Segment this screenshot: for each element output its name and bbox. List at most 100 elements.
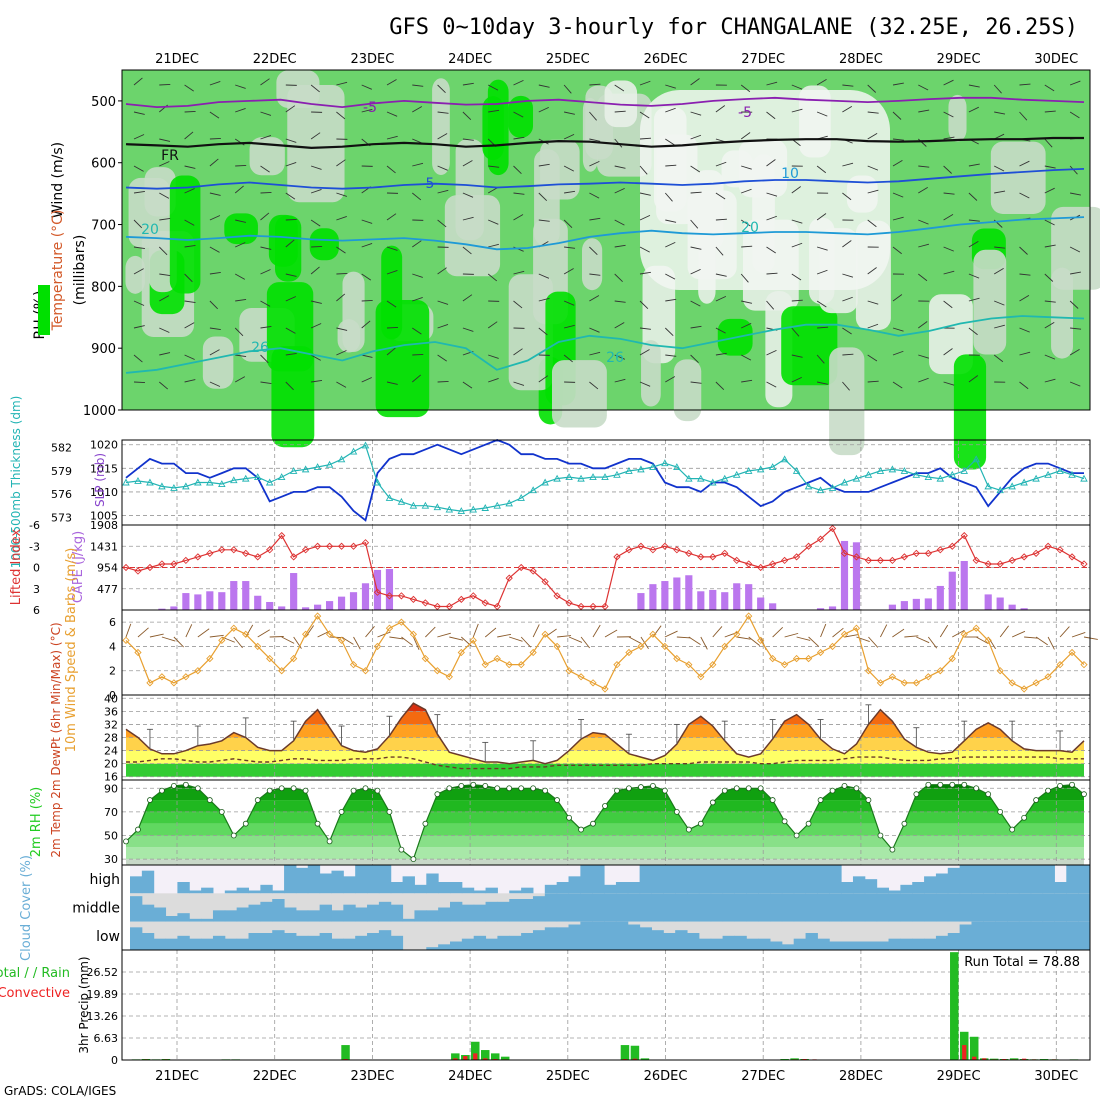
ylabel-wind10: 10m Wind Speed & Barbs (m/s) — [64, 548, 79, 753]
wind-barb — [715, 246, 724, 256]
wind-barb — [462, 294, 473, 302]
thickness-point — [469, 505, 478, 513]
wind-point — [170, 679, 178, 687]
wind-barb — [968, 219, 980, 222]
cloud-bar — [248, 933, 261, 950]
wind-barb — [816, 78, 827, 86]
wind-barb — [1019, 83, 1031, 86]
precip-total-bar — [969, 1036, 979, 1060]
cape-bar — [673, 577, 681, 610]
wind-barb — [1019, 246, 1028, 255]
wind-point — [445, 673, 453, 681]
lifted-point — [733, 556, 741, 565]
wind-barb — [159, 218, 171, 221]
thickness-point — [589, 473, 597, 481]
wind-point — [900, 679, 909, 687]
lifted-point — [589, 602, 597, 611]
wind-barb — [715, 192, 726, 200]
top-date-label: 21DEC — [155, 52, 199, 67]
lifted-point — [601, 602, 609, 611]
rh2m-point — [230, 832, 237, 839]
cloud-bar — [390, 935, 404, 950]
rh-region — [249, 137, 285, 176]
cape-bar — [960, 560, 968, 610]
cloud-bar — [521, 899, 534, 922]
wind-barb — [209, 246, 220, 253]
wind-barb — [867, 84, 877, 93]
cloud-bar — [627, 882, 641, 894]
y-tick-label: 1000 — [83, 404, 116, 419]
ylabel-slp: SLP (mb) — [93, 453, 107, 507]
cloud-bar — [793, 865, 807, 894]
cloud-bar — [580, 921, 593, 950]
wind-barb — [816, 165, 827, 174]
wind-barb — [665, 219, 677, 223]
wind-barb — [715, 352, 727, 356]
wind-barb — [425, 626, 436, 638]
wind-barb — [568, 636, 583, 643]
wind-barb — [437, 189, 449, 194]
wind-barb — [564, 246, 576, 249]
wind-barb — [791, 376, 802, 383]
wind-barb — [361, 354, 373, 358]
wind-barb — [462, 111, 472, 120]
lifted-point — [637, 542, 645, 550]
wind-barb — [235, 354, 247, 357]
cloud-bar — [604, 893, 617, 922]
wind-barb — [892, 381, 903, 389]
cloud-bar — [367, 904, 380, 922]
rh2m-point — [661, 787, 668, 794]
wind-barb — [412, 273, 423, 278]
cloud-bar — [995, 865, 1008, 894]
wind-barb — [943, 213, 954, 221]
wind-barb — [361, 219, 373, 224]
lifted-point — [912, 549, 920, 557]
cloud-bar — [710, 893, 724, 922]
slp-tick-label: 1015 — [90, 462, 118, 475]
rh-region — [287, 85, 345, 203]
wind-barb — [336, 272, 348, 275]
wind-barb — [386, 213, 397, 221]
wind-barb — [538, 84, 550, 88]
thickness-point — [1056, 466, 1064, 474]
cloud-bar — [615, 921, 629, 950]
lifted-point — [313, 542, 322, 550]
cape-bar — [649, 584, 657, 610]
thickness-point — [1080, 474, 1088, 482]
wind-barb — [867, 354, 878, 362]
cloud-bar — [829, 941, 842, 950]
wind-point — [158, 673, 166, 681]
wind-point — [421, 654, 430, 663]
wind-barb — [715, 105, 726, 113]
lifted-point — [996, 560, 1004, 568]
cloud-bar — [497, 901, 510, 922]
wind-barb — [437, 632, 451, 638]
wind-barb — [401, 636, 413, 646]
wind-barb — [509, 636, 523, 642]
wind-barb — [437, 84, 446, 93]
cloud-bar — [378, 865, 392, 894]
wind-point — [469, 636, 477, 644]
wind-point — [553, 642, 561, 651]
bottom-date-label: 30DEC — [1034, 1069, 1078, 1084]
rh2m-point — [1081, 791, 1087, 798]
cloud-bar — [532, 930, 546, 950]
wind-barb — [614, 378, 626, 383]
wind-barb — [867, 165, 879, 171]
rh2m-point — [1009, 826, 1016, 833]
cape-tick-label: 1908 — [90, 519, 118, 532]
lifted-point — [721, 549, 729, 557]
cloud-bar — [1078, 893, 1091, 922]
wind-barb — [386, 269, 398, 275]
rh-region — [534, 149, 560, 247]
bottom-date-label: 25DEC — [546, 1069, 590, 1084]
ylabel-total: Total / / Rain — [0, 966, 70, 981]
top-date-label: 28DEC — [839, 52, 883, 67]
wind-point — [625, 648, 633, 657]
wind-barb — [184, 300, 196, 303]
wind-barb — [173, 636, 184, 648]
wind-barb — [159, 327, 170, 333]
cloud-bar — [876, 887, 890, 894]
cape-bar — [769, 603, 777, 610]
wind-barb — [1044, 300, 1056, 303]
